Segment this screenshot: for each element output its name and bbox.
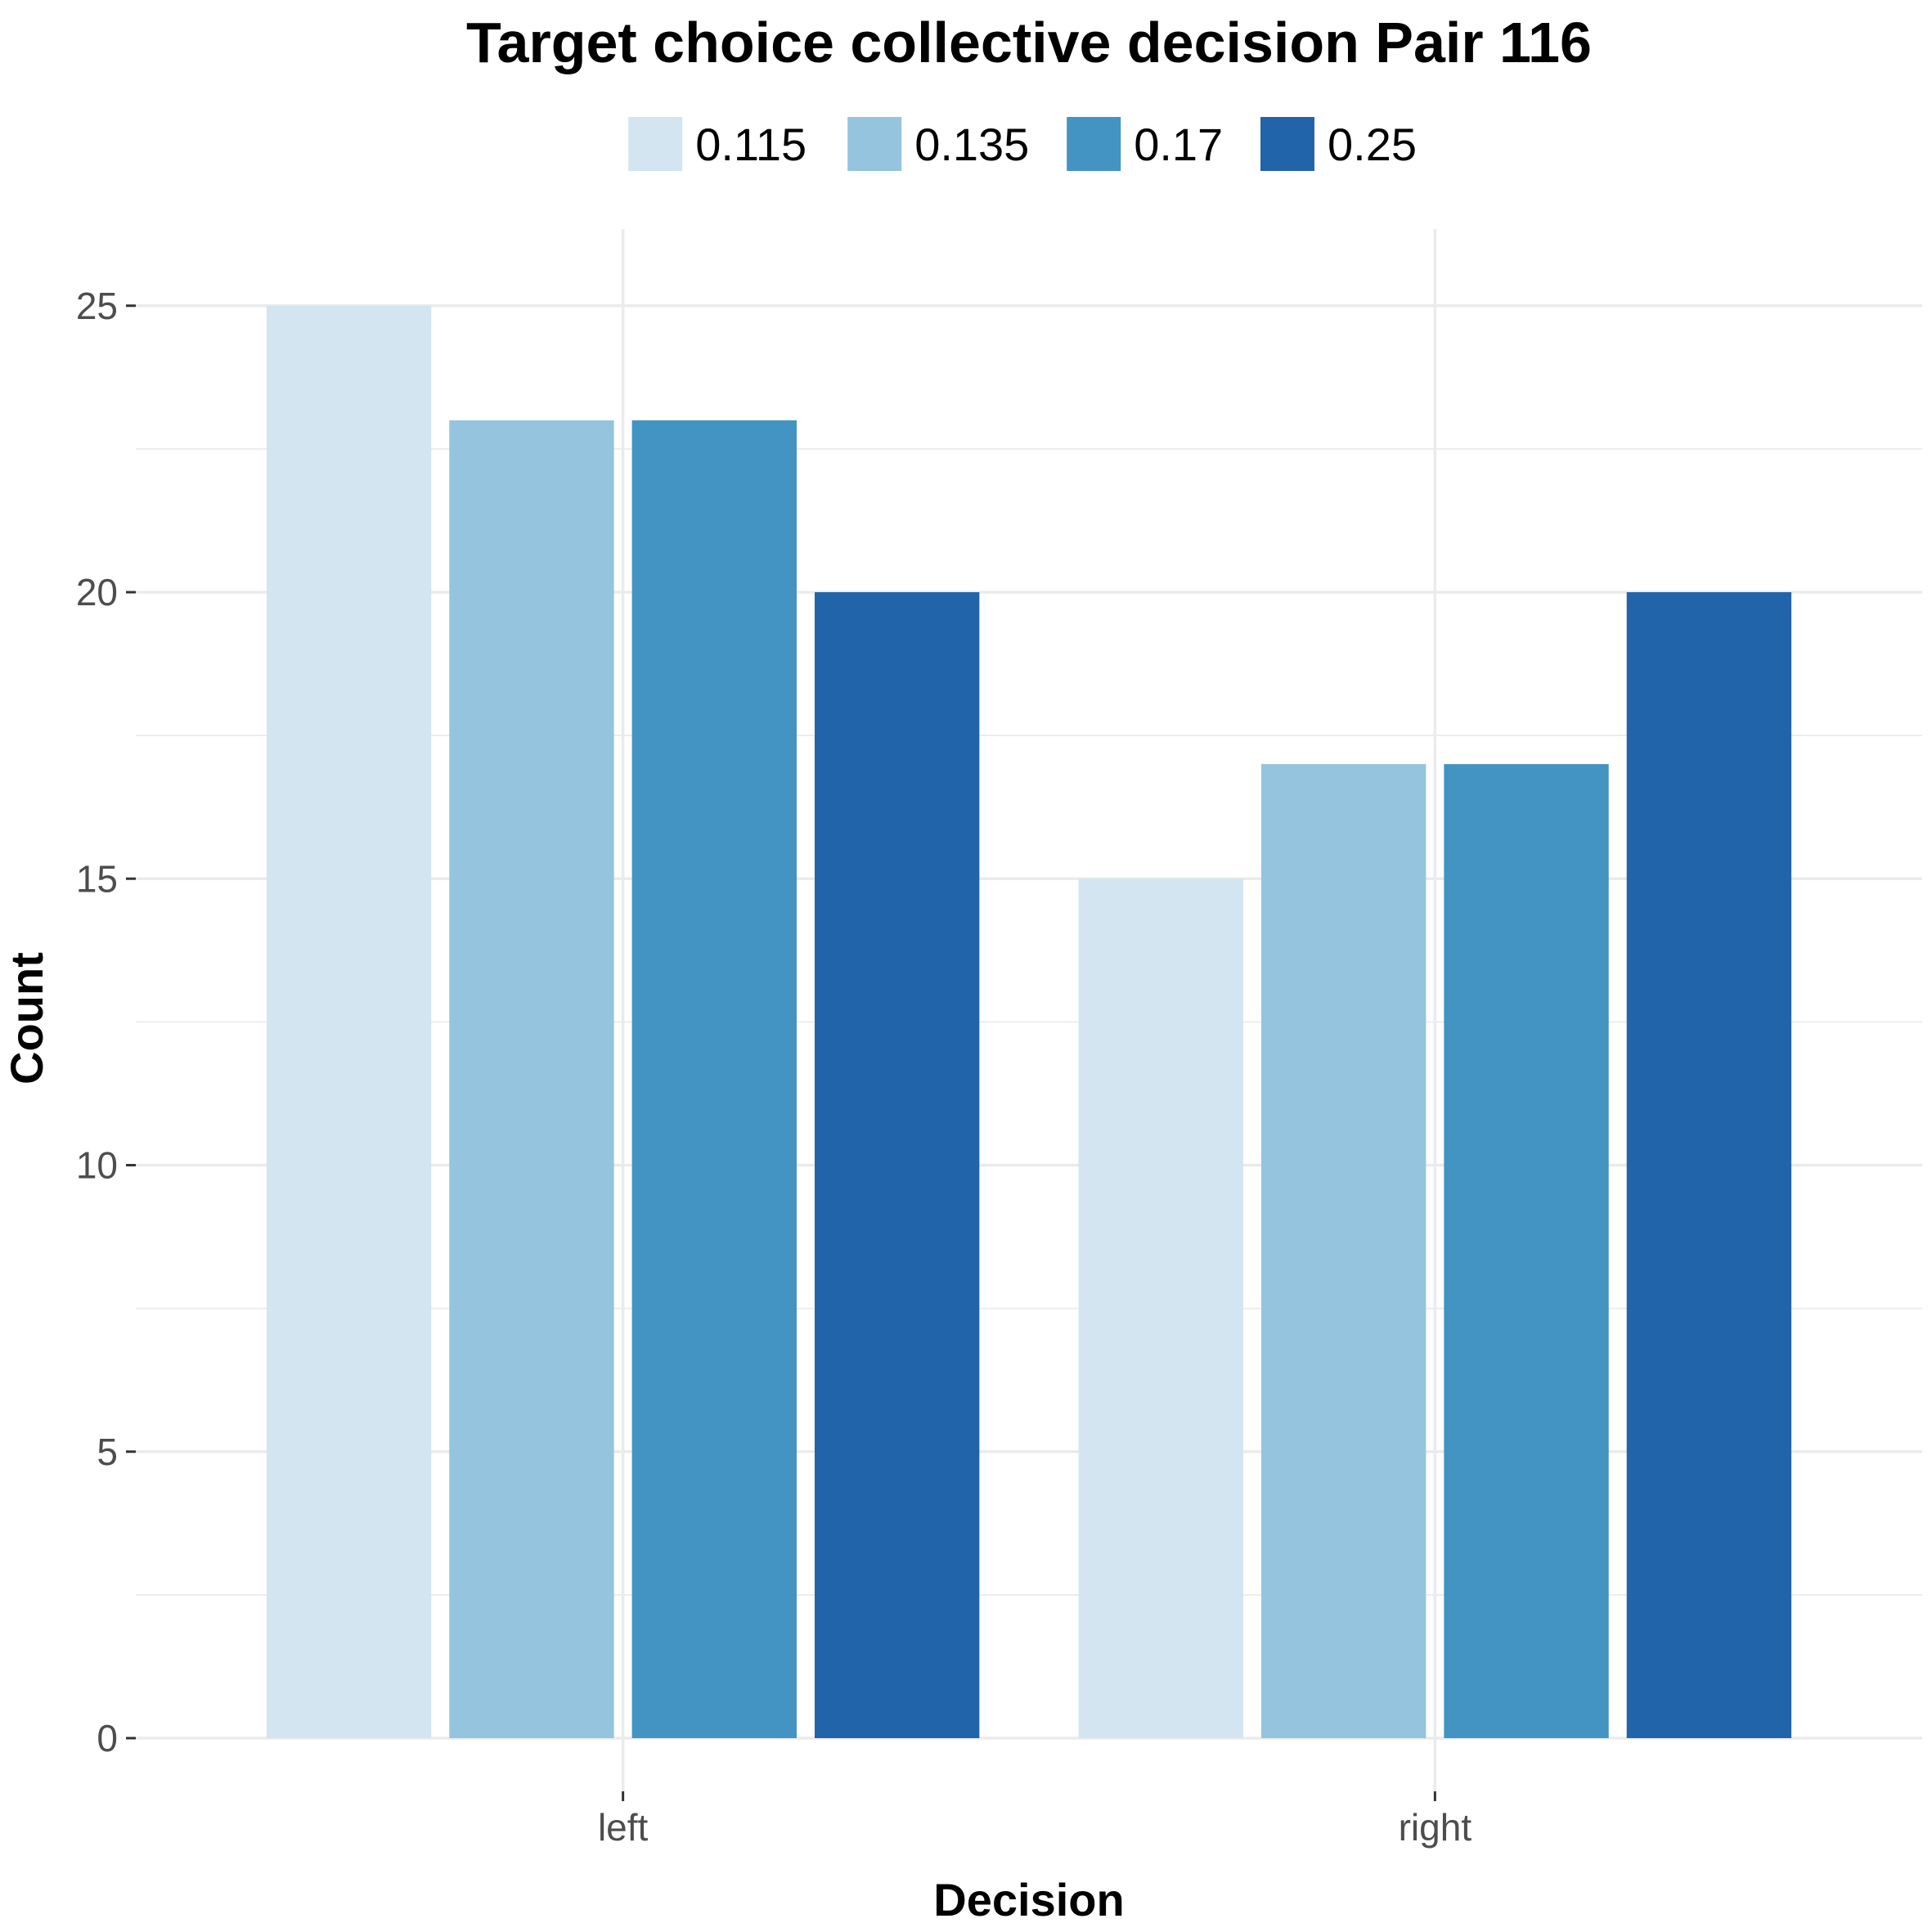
- legend-key-0.135: [847, 117, 902, 171]
- bar-left-0.25: [815, 592, 980, 1738]
- y-tick-label: 5: [97, 1431, 118, 1473]
- y-tick-label: 25: [76, 285, 118, 327]
- legend-key-0.17: [1067, 117, 1121, 171]
- legend: 0.115 0.135 0.17 0.25: [628, 117, 1417, 171]
- legend-key-0.115: [628, 117, 683, 171]
- x-axis-title: Decision: [933, 1874, 1124, 1925]
- y-tick-label: 10: [76, 1144, 118, 1187]
- bars: [266, 305, 1792, 1738]
- bar-right-0.17: [1444, 764, 1609, 1738]
- y-axis-title: Count: [1, 952, 52, 1085]
- bar-right-0.115: [1078, 878, 1243, 1738]
- legend-label: 0.135: [914, 119, 1029, 170]
- gridlines: [136, 229, 1922, 1791]
- bar-right-0.25: [1626, 592, 1792, 1738]
- legend-label: 0.25: [1328, 119, 1417, 170]
- x-tick-label: right: [1399, 1806, 1472, 1849]
- bar-left-0.17: [631, 420, 797, 1738]
- bar-left-0.135: [449, 420, 614, 1738]
- legend-key-0.25: [1260, 117, 1314, 171]
- y-tick-label: 0: [97, 1717, 118, 1759]
- legend-label: 0.17: [1134, 119, 1223, 170]
- chart-title: Target choice collective decision Pair 1…: [466, 11, 1592, 74]
- x-tick-label: left: [598, 1806, 649, 1849]
- bar-right-0.135: [1261, 764, 1427, 1738]
- x-axis: left right: [598, 1791, 1471, 1849]
- y-axis: 0 5 10 15 20 25: [76, 285, 136, 1759]
- y-tick-label: 20: [76, 571, 118, 613]
- legend-label: 0.115: [695, 119, 806, 170]
- y-tick-label: 15: [76, 857, 118, 900]
- bar-left-0.115: [266, 305, 432, 1738]
